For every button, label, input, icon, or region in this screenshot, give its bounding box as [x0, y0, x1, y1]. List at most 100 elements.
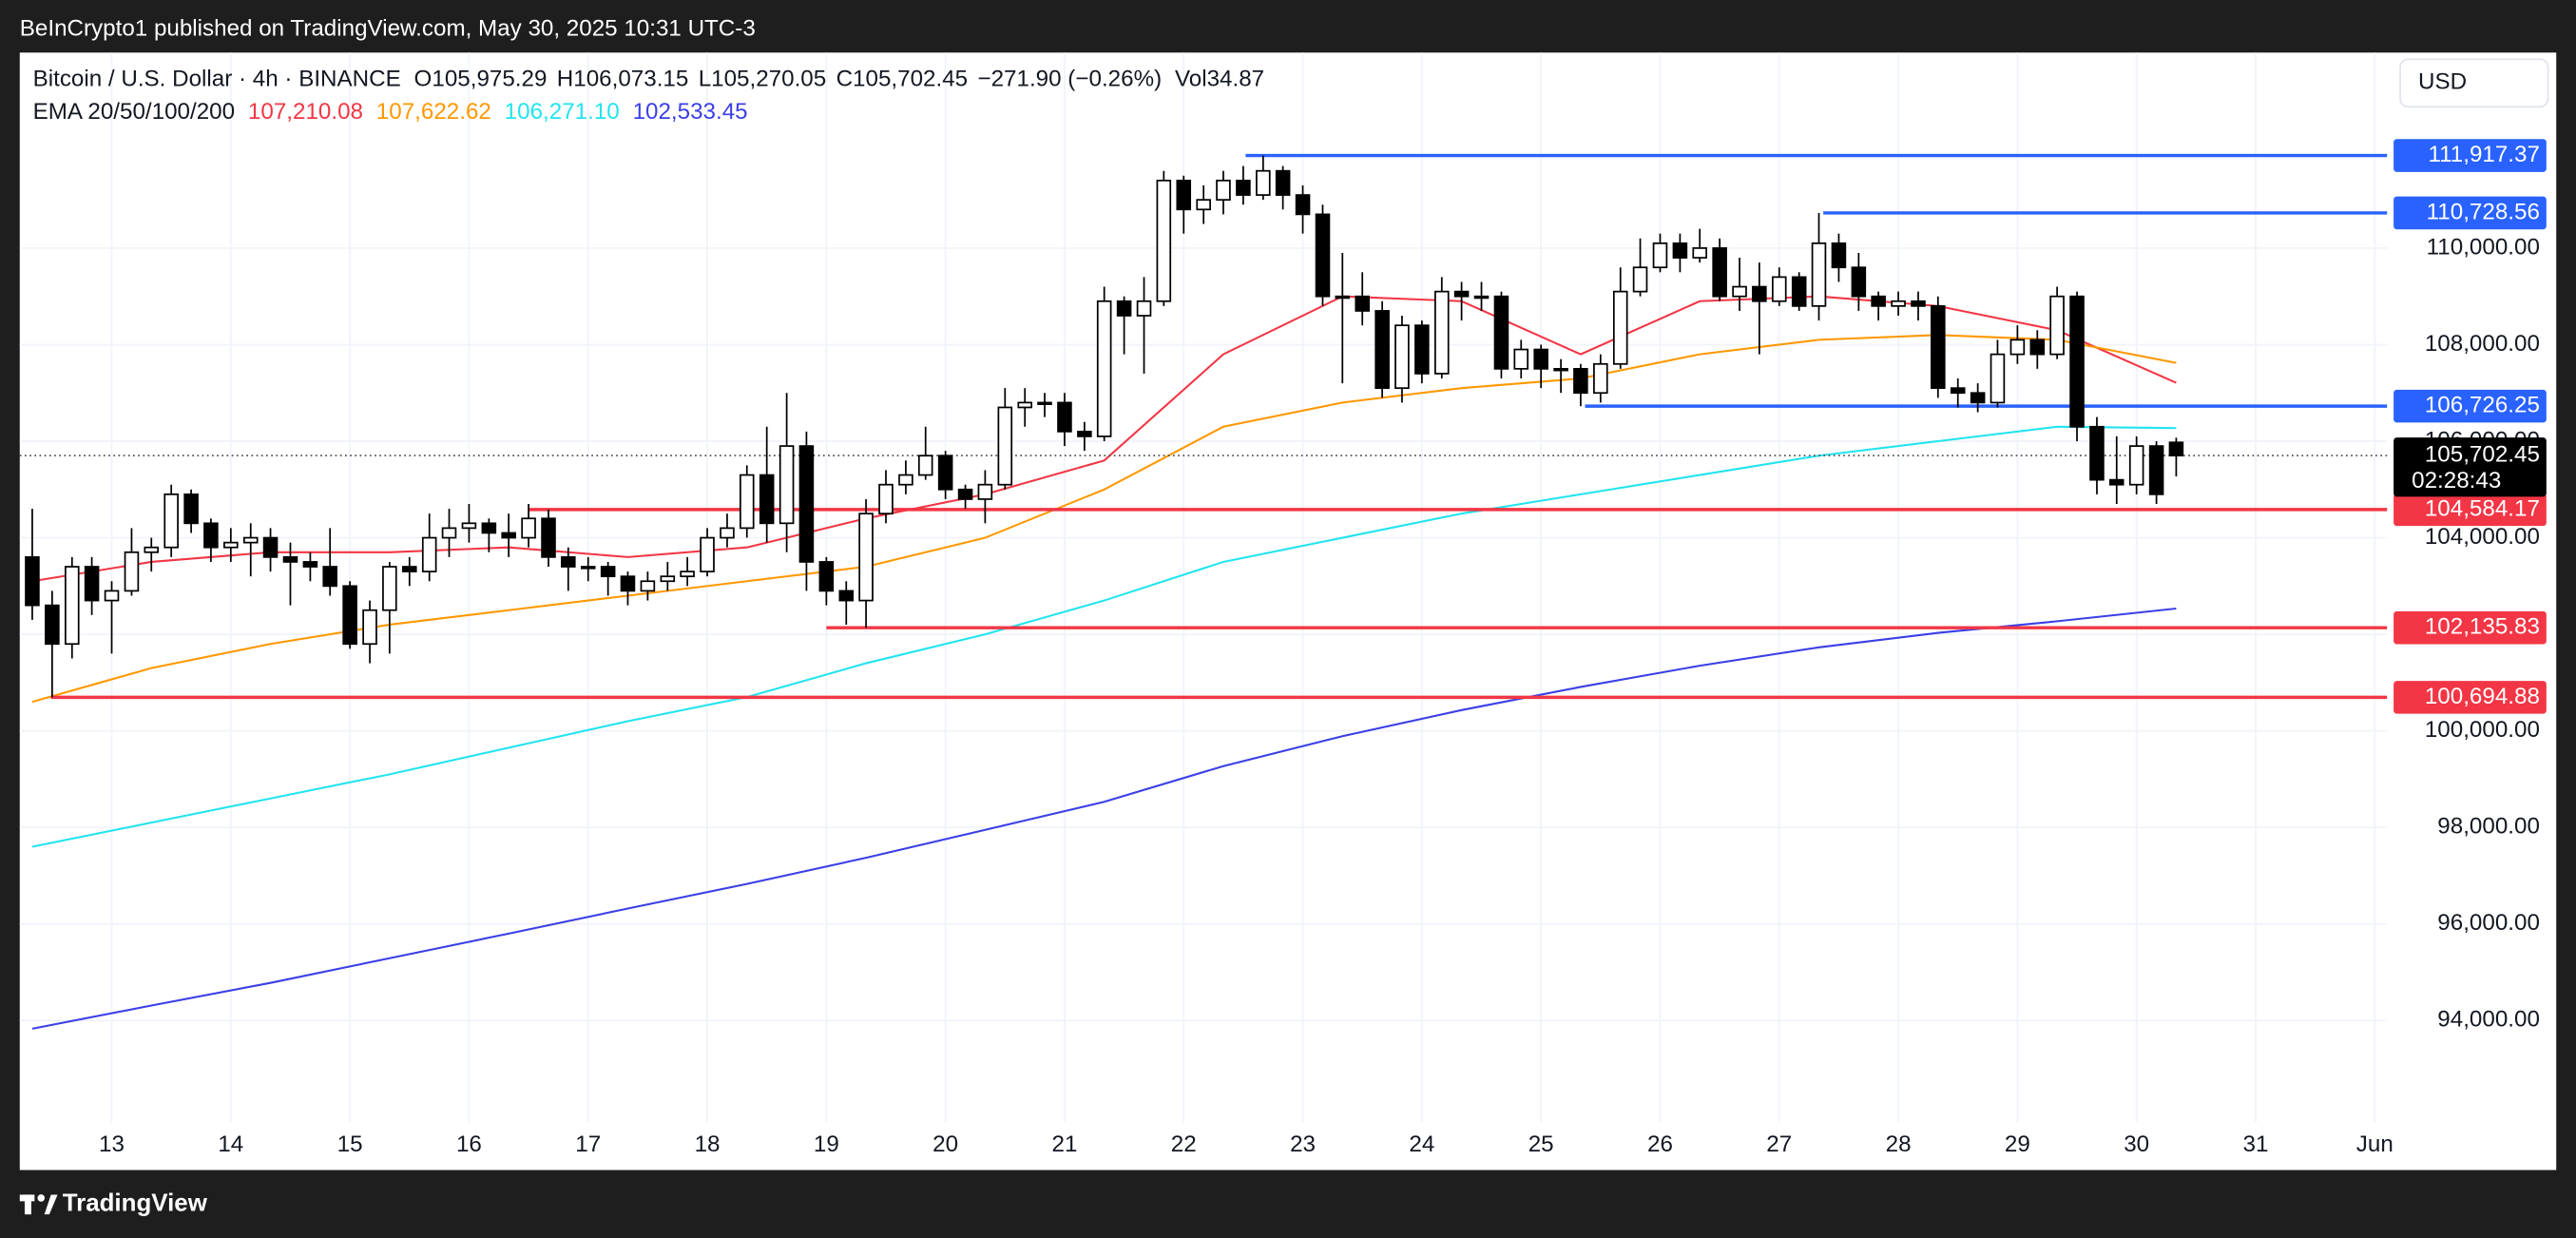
- brand: TradingView: [63, 1190, 208, 1217]
- candle-body: [1037, 401, 1052, 405]
- candle-body: [680, 571, 695, 578]
- ohlc-key: C: [836, 67, 853, 92]
- level-label-box: [2393, 196, 2547, 230]
- candle-body: [937, 455, 953, 491]
- candle-body: [1256, 169, 1271, 196]
- currency[interactable]: USD: [2418, 69, 2467, 95]
- volume-key: Vol: [1175, 67, 1207, 92]
- candle-body: [600, 566, 616, 578]
- x-tick-label: 26: [1647, 1132, 1673, 1157]
- ema-value: 107,210.08: [248, 100, 363, 126]
- candle-body: [997, 406, 1013, 486]
- candle-body: [163, 493, 179, 549]
- candle-body: [1732, 285, 1747, 298]
- candle-body: [1335, 295, 1351, 300]
- candle-body: [2029, 339, 2046, 356]
- candle-body: [402, 566, 417, 572]
- candle-body: [322, 566, 337, 588]
- level-label: 110,728.56: [2427, 199, 2540, 224]
- x-tick-label: 15: [337, 1132, 363, 1157]
- candle-body: [957, 488, 973, 500]
- volume-value: 34.87: [1207, 67, 1265, 92]
- y-tick-label: 108,000.00: [2425, 331, 2540, 357]
- candle-body: [1831, 242, 1847, 269]
- candle-body: [1176, 179, 1192, 211]
- candle-body: [580, 566, 596, 570]
- candle-body: [779, 445, 795, 525]
- candle-body: [45, 604, 60, 646]
- currency-button[interactable]: [2399, 58, 2549, 108]
- candle-body: [1216, 179, 1231, 202]
- ohlc-value: 106,073.15: [573, 67, 688, 92]
- chart-area: [19, 52, 2557, 1170]
- candle-body: [1096, 300, 1112, 437]
- candle-body: [1950, 387, 1966, 395]
- candle-body: [1473, 295, 1490, 300]
- candle-body: [1791, 276, 1807, 307]
- x-tick-label: 13: [99, 1132, 125, 1157]
- candle-body: [1116, 300, 1132, 317]
- candle-body: [2009, 339, 2026, 356]
- candle-body: [1632, 266, 1648, 293]
- brand-logo: [19, 1194, 58, 1215]
- candle-body: [461, 522, 477, 530]
- ema-value: 102,533.45: [633, 100, 748, 126]
- level-label-box: [2393, 493, 2547, 527]
- candle-body: [1275, 169, 1291, 196]
- candle-body: [441, 527, 457, 539]
- candle-body: [481, 522, 497, 534]
- candle-body: [1136, 300, 1152, 317]
- candle-body: [65, 566, 80, 646]
- y-tick-label: 96,000.00: [2437, 910, 2540, 936]
- candle-body: [124, 551, 140, 592]
- ema-value: 106,271.10: [505, 100, 620, 126]
- candle-body: [1156, 179, 1172, 302]
- last-price-label: 105,702.45: [2425, 442, 2540, 468]
- level-label: 111,917.37: [2428, 142, 2539, 167]
- x-tick-label: 23: [1290, 1132, 1316, 1157]
- x-tick-label: 25: [1528, 1132, 1554, 1157]
- candle-body: [1077, 430, 1092, 437]
- candle-body: [2049, 295, 2065, 356]
- x-tick-label: 27: [1766, 1132, 1792, 1157]
- candle-body: [1315, 213, 1331, 298]
- candle-body: [2168, 441, 2184, 456]
- candle-body: [1434, 290, 1450, 375]
- candle-body: [1355, 295, 1370, 312]
- candle-body: [1752, 285, 1767, 302]
- x-tick-label: 28: [1886, 1132, 1912, 1157]
- candle-body: [1672, 242, 1688, 259]
- x-tick-label: 18: [695, 1132, 721, 1157]
- ohlc-key: L: [699, 67, 711, 92]
- candle-body: [660, 575, 676, 583]
- level-label-box: [2393, 610, 2547, 645]
- candle-body: [977, 483, 993, 500]
- candle-body: [1911, 300, 1926, 307]
- candle-body: [700, 536, 715, 572]
- level-label: 100,694.88: [2425, 684, 2540, 709]
- candle-body: [1652, 242, 1668, 269]
- candle-body: [84, 566, 100, 602]
- candle-body: [1513, 348, 1529, 370]
- x-tick-label: 16: [456, 1132, 482, 1157]
- candle-body: [282, 556, 298, 563]
- candle-body: [1612, 290, 1628, 365]
- candle-body: [25, 556, 40, 607]
- candle-body: [1375, 310, 1390, 390]
- candle-body: [342, 585, 357, 646]
- candle-body: [144, 546, 160, 553]
- level-label: 104,584.17: [2425, 495, 2540, 521]
- x-tick-label: 24: [1409, 1132, 1434, 1157]
- candle-body: [104, 590, 120, 602]
- candle-body: [1871, 295, 1886, 307]
- candle-body: [1891, 300, 1906, 307]
- candle-body: [1772, 276, 1787, 302]
- candle-body: [1453, 290, 1470, 298]
- y-tick-label: 110,000.00: [2427, 234, 2540, 260]
- candle-body: [2128, 445, 2144, 486]
- candle-body: [1990, 353, 2006, 404]
- candle-body: [382, 566, 397, 611]
- candle-body: [2148, 445, 2164, 495]
- publisher: BeInCrypto1 published on TradingView.com…: [20, 15, 756, 41]
